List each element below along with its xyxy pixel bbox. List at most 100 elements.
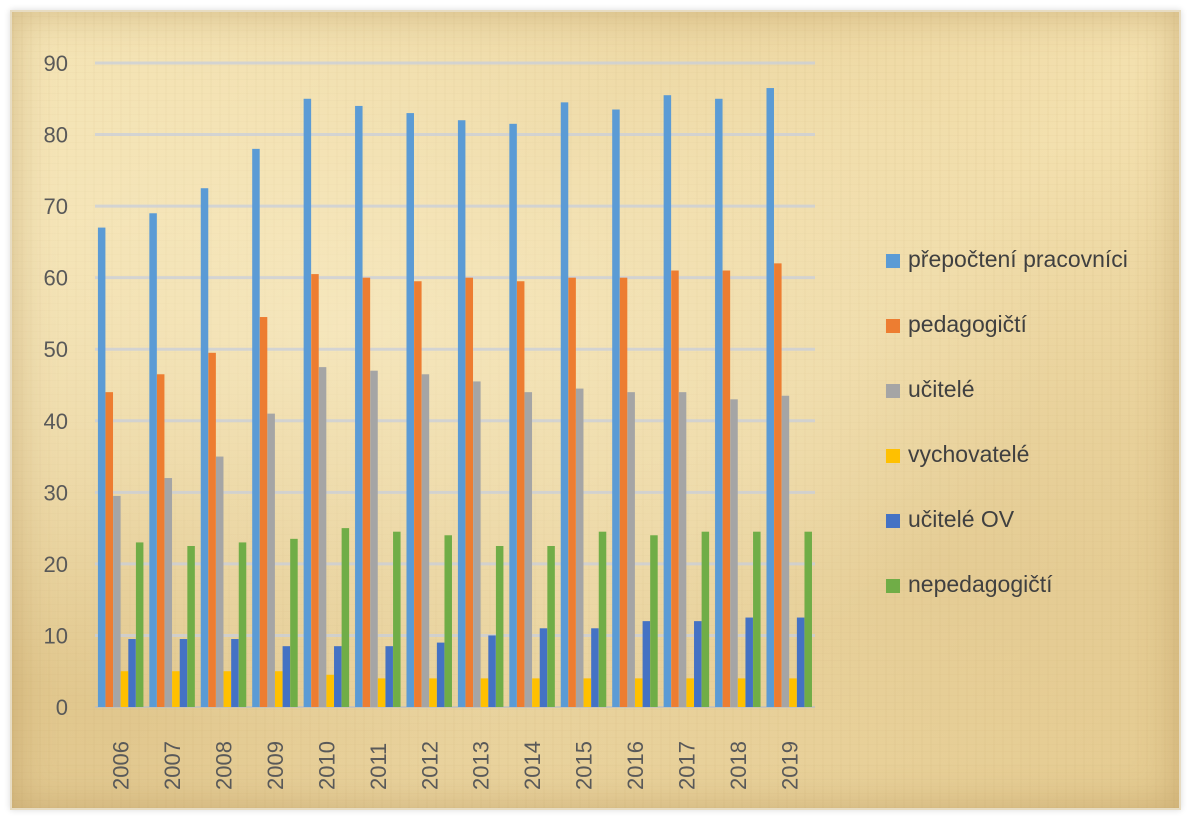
bar: [164, 478, 173, 707]
bar: [774, 263, 782, 707]
x-tick-label: 2008: [212, 741, 237, 790]
bar: [473, 381, 481, 707]
legend-swatch: [886, 449, 900, 463]
y-axis: 0 10 20 30 40 50 60 70 80 90: [44, 51, 815, 720]
bars: [97, 88, 812, 708]
y-tick-label: 30: [44, 480, 68, 505]
bar: [120, 671, 129, 707]
bar: [524, 392, 533, 707]
x-tick-label: 2014: [520, 741, 545, 790]
bar: [686, 678, 694, 707]
bar: [583, 678, 592, 707]
bar: [635, 678, 643, 707]
bar: [730, 399, 738, 707]
y-tick-label: 0: [56, 695, 68, 720]
bar: [377, 678, 386, 707]
bar: [694, 621, 702, 707]
y-tick-label: 90: [44, 51, 68, 76]
bar: [385, 646, 393, 707]
legend-swatch: [886, 514, 900, 528]
bar: [591, 628, 599, 707]
bar: [642, 621, 651, 707]
x-tick-label: 2015: [572, 741, 597, 790]
bar: [457, 120, 466, 707]
bar: [650, 535, 658, 707]
bar: [128, 639, 136, 707]
bar: [627, 392, 635, 707]
bar: [678, 392, 687, 707]
bar: [619, 277, 628, 707]
x-tick-label: 2009: [263, 741, 288, 790]
bar: [393, 531, 401, 707]
x-tick-label: 2017: [674, 741, 699, 790]
bar: [318, 367, 327, 707]
bar: [436, 642, 445, 707]
bar: [488, 635, 496, 707]
bar: [663, 95, 672, 707]
bar: [370, 370, 378, 707]
bar: [568, 277, 576, 707]
bar: [722, 270, 731, 707]
y-tick-label: 70: [44, 194, 68, 219]
legend: přepočtení pracovníci pedagogičtí učitelé v…: [886, 246, 1128, 597]
bar: [753, 531, 761, 707]
bar: [105, 392, 114, 707]
legend-swatch: [886, 254, 900, 268]
bar: [275, 671, 283, 707]
bar: [113, 495, 121, 707]
bar: [612, 109, 620, 707]
bar: [215, 456, 224, 707]
bar: [745, 617, 753, 707]
bar: [303, 98, 312, 708]
x-tick-label: 2010: [314, 741, 339, 790]
x-axis: 2006 2007 2008 2009 2010 2011 2012 2013 2014 2015…: [109, 741, 803, 790]
bar: [480, 678, 489, 707]
x-tick-label: 2019: [777, 741, 802, 790]
bar: [414, 281, 422, 707]
bar: [421, 374, 430, 707]
bar: [671, 270, 679, 707]
bar: [172, 671, 180, 707]
bar: [560, 102, 569, 708]
bar: [282, 646, 291, 707]
legend-label: nepedagogičtí: [908, 571, 1053, 597]
bar: [135, 542, 144, 707]
bar: [406, 113, 414, 708]
legend-swatch: [886, 384, 900, 398]
bar: [539, 628, 548, 707]
bar: [208, 352, 216, 707]
bar: [429, 678, 437, 707]
x-tick-label: 2018: [726, 741, 751, 790]
bar: [341, 528, 350, 707]
bar: [187, 546, 195, 707]
bar: [149, 213, 157, 707]
bar: [326, 674, 334, 707]
bar: [598, 531, 607, 707]
bar: [796, 617, 805, 707]
legend-label: přepočtení pracovníci: [908, 246, 1128, 272]
legend-label: pedagogičtí: [908, 311, 1028, 337]
x-tick-label: 2016: [623, 741, 648, 790]
y-tick-label: 60: [44, 266, 68, 291]
bar: [334, 646, 342, 707]
bar: [231, 639, 239, 707]
bar: [715, 98, 723, 708]
x-tick-label: 2012: [417, 741, 442, 790]
bar: [444, 535, 452, 707]
y-tick-label: 40: [44, 409, 68, 434]
legend-swatch: [886, 579, 900, 593]
bar: [701, 531, 710, 707]
bar: [465, 277, 474, 707]
bar: [547, 546, 555, 707]
bar: [97, 227, 106, 708]
bar: [355, 105, 363, 707]
bar: [252, 148, 260, 707]
bar: [200, 188, 209, 707]
bar: [509, 123, 517, 708]
x-tick-label: 2006: [109, 741, 134, 790]
bar: [532, 678, 540, 707]
bar: [156, 374, 165, 707]
bar: [781, 395, 790, 707]
bar: [179, 639, 188, 707]
y-tick-label: 20: [44, 552, 68, 577]
